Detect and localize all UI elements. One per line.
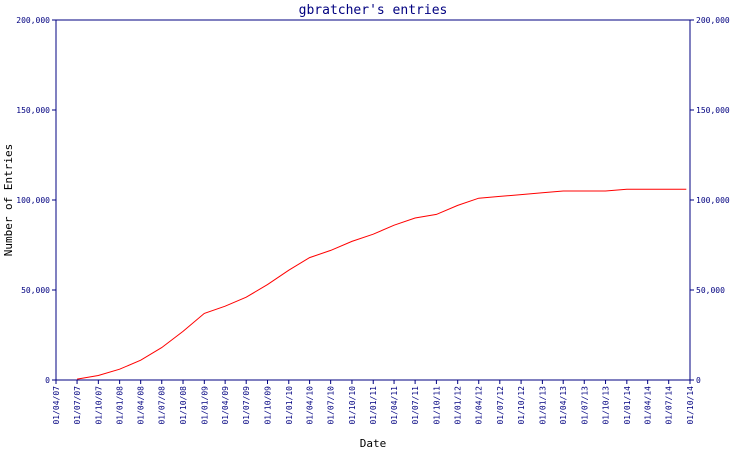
x-tick-label: 01/07/11 xyxy=(411,386,420,425)
y-tick-label-right: 100,000 xyxy=(696,196,730,205)
plot-area-frame xyxy=(55,19,691,381)
x-tick-label: 01/07/09 xyxy=(242,386,251,425)
x-tick-label: 01/01/13 xyxy=(538,386,547,425)
x-tick-label: 01/10/12 xyxy=(517,386,526,425)
x-tick-label: 01/04/14 xyxy=(644,386,653,425)
y-tick-label-right: 50,000 xyxy=(696,286,725,295)
x-tick-label: 01/07/12 xyxy=(496,386,505,425)
x-tick-label: 01/04/08 xyxy=(137,386,146,425)
y-tick-label-left: 200,000 xyxy=(16,16,50,25)
y-tick-label-left: 0 xyxy=(45,376,50,385)
x-tick-label: 01/04/13 xyxy=(559,386,568,425)
y-tick-label-left: 100,000 xyxy=(16,196,50,205)
y-tick-label-right: 200,000 xyxy=(696,16,730,25)
x-tick-label: 01/04/09 xyxy=(221,386,230,425)
x-tick-label: 01/07/14 xyxy=(665,386,674,425)
x-tick-label: 01/01/12 xyxy=(454,386,463,425)
x-tick-label: 01/04/12 xyxy=(475,386,484,425)
x-tick-label: 01/10/10 xyxy=(348,386,357,425)
x-tick-label: 01/10/14 xyxy=(686,386,695,425)
x-axis-label: Date xyxy=(360,437,387,450)
x-tick-label: 01/04/07 xyxy=(52,386,61,425)
x-tick-label: 01/10/07 xyxy=(94,386,103,425)
y-tick-label-left: 150,000 xyxy=(16,106,50,115)
x-tick-label: 01/10/11 xyxy=(432,386,441,425)
x-tick-label: 01/04/11 xyxy=(390,386,399,425)
x-tick-label: 01/01/08 xyxy=(116,386,125,425)
x-tick-label: 01/07/10 xyxy=(327,386,336,425)
x-tick-label: 01/01/11 xyxy=(369,386,378,425)
series-line xyxy=(77,188,687,380)
y-tick-label-right: 0 xyxy=(696,376,701,385)
y-tick-label-right: 150,000 xyxy=(696,106,730,115)
y-axis-label: Number of Entries xyxy=(2,144,15,257)
x-tick-label: 01/01/14 xyxy=(623,386,632,425)
ticks-layer: 0 0 50,000 50,000 100,000 100,000 150,000 150,0… xyxy=(16,16,730,425)
x-tick-label: 01/10/08 xyxy=(179,386,188,425)
x-tick-label: 01/07/07 xyxy=(73,386,82,425)
x-tick-label: 01/04/10 xyxy=(306,386,315,425)
x-tick-label: 01/10/13 xyxy=(602,386,611,425)
x-tick-label: 01/07/08 xyxy=(158,386,167,425)
x-tick-label: 01/07/13 xyxy=(580,386,589,425)
x-tick-label: 01/01/09 xyxy=(200,386,209,425)
x-tick-label: 01/10/09 xyxy=(263,386,272,425)
chart-title: gbratcher's entries xyxy=(299,3,448,18)
x-tick-label: 01/01/10 xyxy=(285,386,294,425)
y-tick-label-left: 50,000 xyxy=(21,286,50,295)
series-layer xyxy=(77,188,687,380)
